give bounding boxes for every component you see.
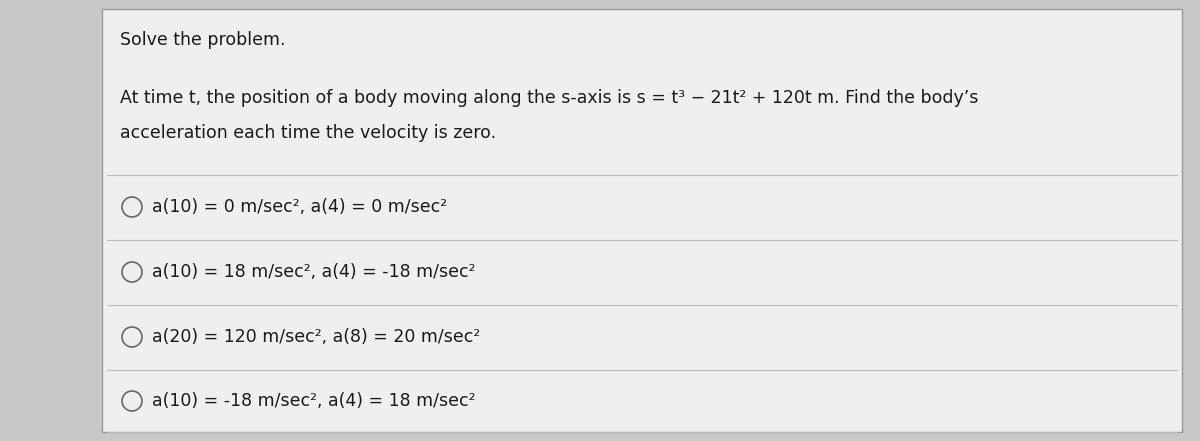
- Text: a(20) = 120 m/sec², a(8) = 20 m/sec²: a(20) = 120 m/sec², a(8) = 20 m/sec²: [152, 328, 480, 346]
- Text: Solve the problem.: Solve the problem.: [120, 31, 286, 49]
- Text: a(10) = 18 m/sec², a(4) = -18 m/sec²: a(10) = 18 m/sec², a(4) = -18 m/sec²: [152, 263, 475, 281]
- Text: a(10) = 0 m/sec², a(4) = 0 m/sec²: a(10) = 0 m/sec², a(4) = 0 m/sec²: [152, 198, 448, 216]
- Text: a(10) = -18 m/sec², a(4) = 18 m/sec²: a(10) = -18 m/sec², a(4) = 18 m/sec²: [152, 392, 475, 410]
- Text: acceleration each time the velocity is zero.: acceleration each time the velocity is z…: [120, 124, 496, 142]
- Text: At time t, the position of a body moving along the s-axis is s = t³ − 21t² + 120: At time t, the position of a body moving…: [120, 89, 978, 107]
